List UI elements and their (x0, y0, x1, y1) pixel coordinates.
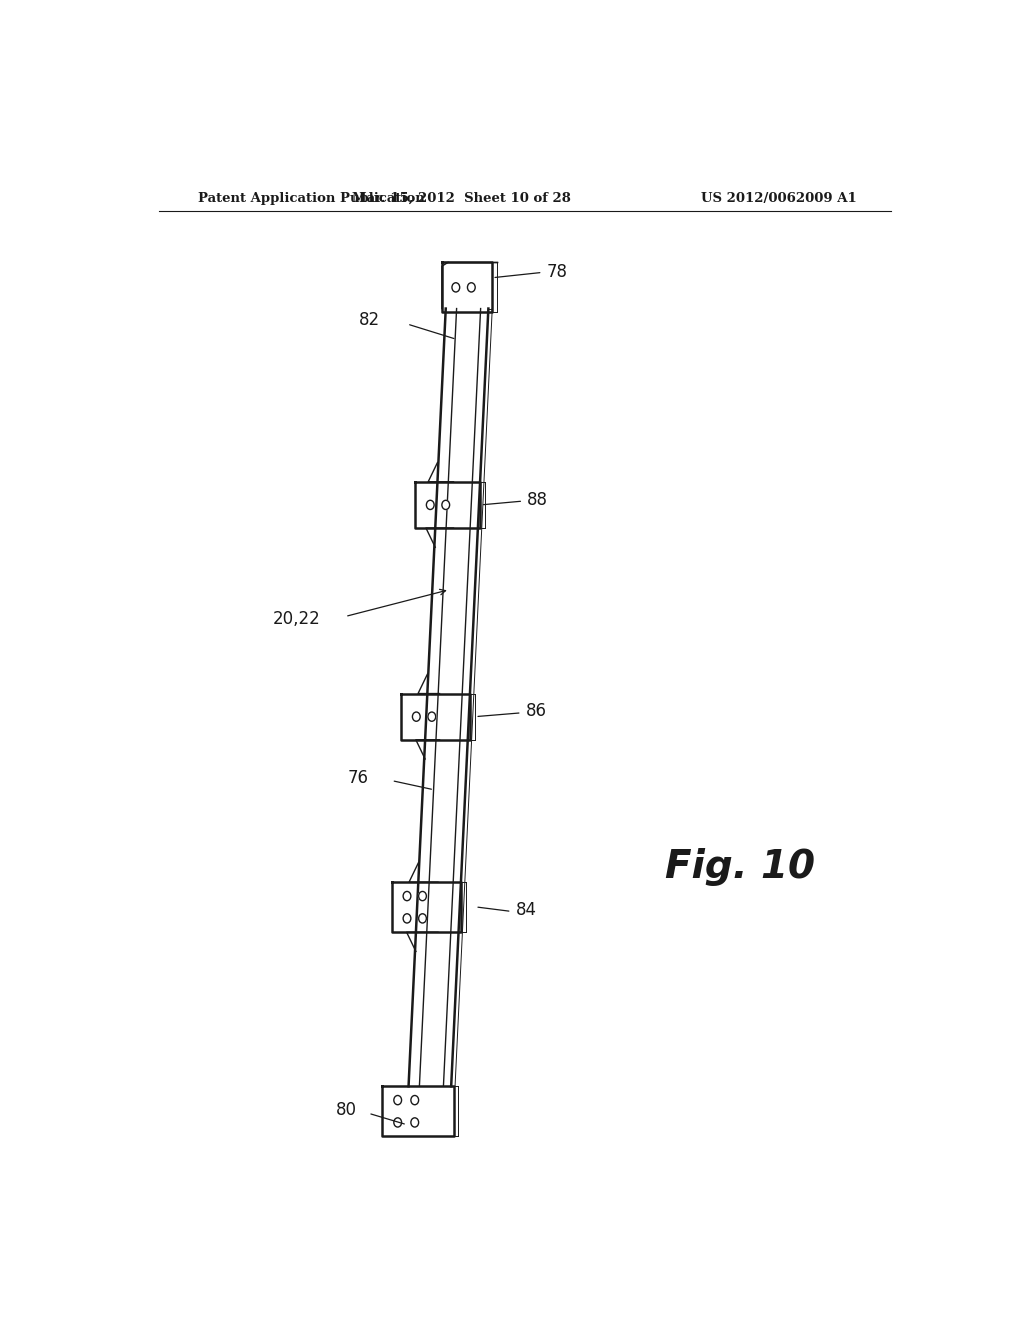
Ellipse shape (426, 500, 434, 510)
Text: 82: 82 (358, 312, 380, 329)
Text: Patent Application Publication: Patent Application Publication (198, 191, 425, 205)
Text: 84: 84 (515, 902, 537, 919)
Text: 86: 86 (525, 702, 547, 721)
Ellipse shape (413, 711, 420, 721)
Text: 88: 88 (527, 491, 548, 508)
Text: Mar. 15, 2012  Sheet 10 of 28: Mar. 15, 2012 Sheet 10 of 28 (352, 191, 570, 205)
Ellipse shape (403, 891, 411, 900)
Ellipse shape (403, 913, 411, 923)
Ellipse shape (452, 282, 460, 292)
Ellipse shape (428, 711, 435, 721)
Text: 80: 80 (336, 1101, 356, 1119)
Ellipse shape (394, 1096, 401, 1105)
Ellipse shape (419, 891, 426, 900)
Text: 78: 78 (547, 264, 567, 281)
Text: Fig. 10: Fig. 10 (666, 847, 815, 886)
Text: US 2012/0062009 A1: US 2012/0062009 A1 (700, 191, 856, 205)
Ellipse shape (394, 1118, 401, 1127)
Ellipse shape (419, 913, 426, 923)
Text: 76: 76 (347, 770, 369, 787)
Text: 20,22: 20,22 (272, 610, 321, 628)
Ellipse shape (467, 282, 475, 292)
Ellipse shape (411, 1118, 419, 1127)
Ellipse shape (442, 500, 450, 510)
Ellipse shape (411, 1096, 419, 1105)
